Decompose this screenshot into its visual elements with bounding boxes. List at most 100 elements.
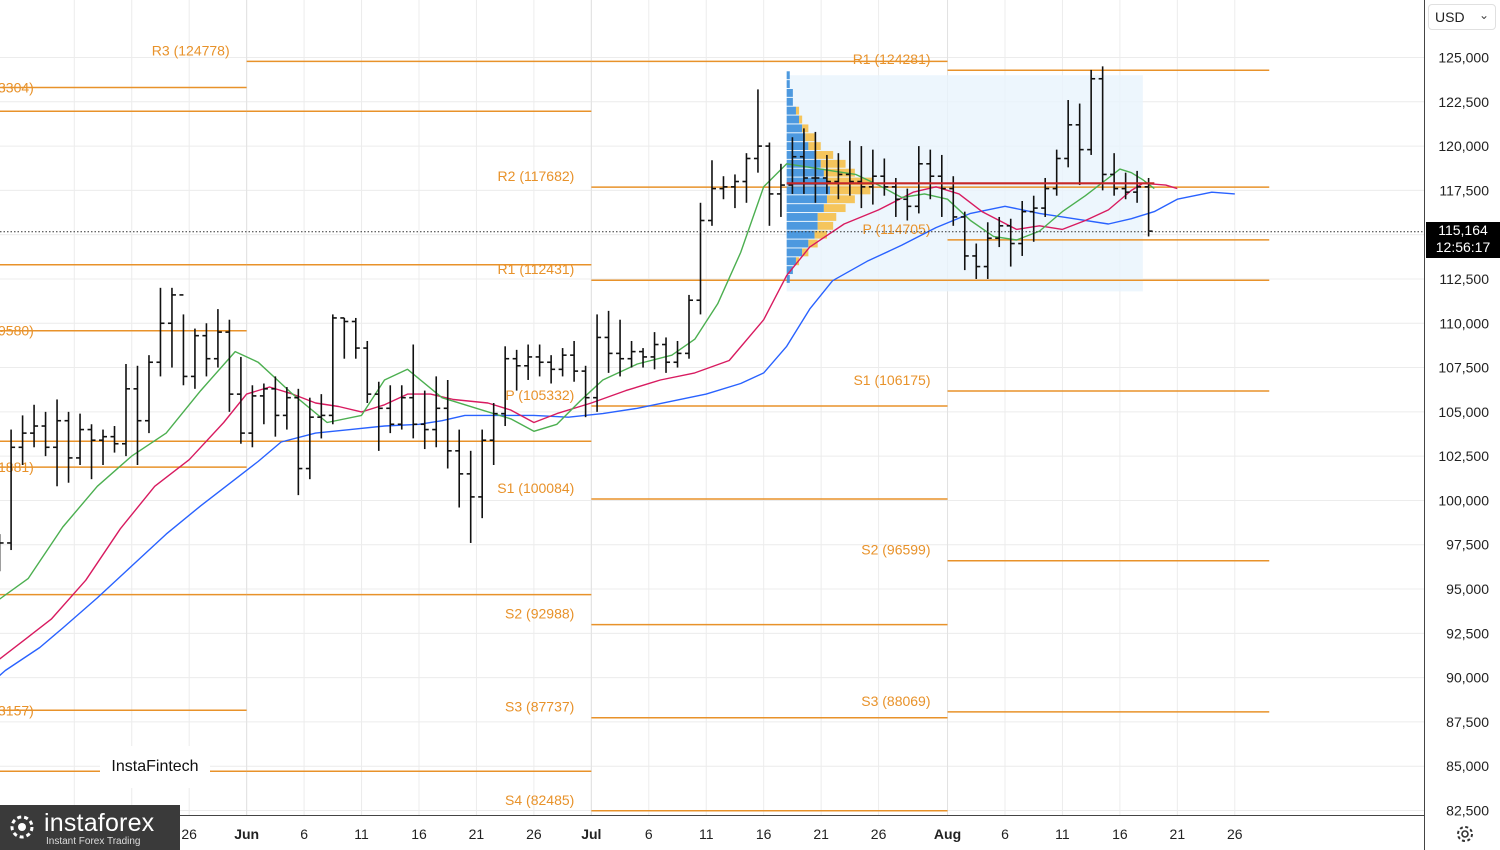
y-tick-label: 92,500 [1446, 625, 1489, 641]
candle [1052, 149, 1061, 196]
candle [581, 365, 590, 418]
volume-bar-blue [786, 80, 790, 89]
x-tick-label: Jun [234, 826, 259, 842]
y-tick-label: 120,000 [1438, 138, 1489, 154]
x-tick-label: 26 [1227, 826, 1243, 842]
candle [259, 383, 268, 425]
currency-select[interactable]: USD ⌄ [1428, 4, 1496, 30]
candle [593, 314, 602, 412]
instaforex-logo: instaforex Instant Forex Trading [0, 805, 180, 850]
x-tick-label: 11 [354, 826, 369, 842]
volume-bar-yellow [795, 106, 800, 115]
currency-value: USD [1435, 9, 1465, 25]
candle [397, 385, 406, 430]
pivot-label: S3 (87737) [505, 699, 574, 715]
pivot-label: S2 (96599) [861, 542, 930, 558]
x-tick-label: 21 [1170, 826, 1186, 842]
volume-bar-blue [786, 168, 824, 177]
candle [949, 176, 958, 226]
candle [386, 385, 395, 434]
volume-bar-blue [786, 221, 818, 230]
pivot-label: S4 (82485) [505, 792, 574, 808]
volume-bar-blue [786, 248, 803, 257]
volume-bar-blue [786, 115, 800, 124]
candle [822, 154, 831, 194]
volume-bar-yellow [808, 239, 818, 248]
y-tick-label: 110,000 [1439, 315, 1489, 331]
candle [478, 429, 487, 519]
pivot-label: S1 (100084) [497, 480, 574, 496]
pivot-label: R1 (124281) [853, 51, 931, 67]
candle [1098, 66, 1107, 191]
candle [409, 344, 418, 439]
candle [0, 534, 4, 572]
candle [524, 344, 533, 380]
candle [7, 429, 16, 551]
candle [133, 365, 142, 466]
pivot-label: S2 (92988) [505, 606, 574, 622]
candle [730, 174, 739, 209]
candle-countdown: 12:56:17 [1435, 239, 1491, 255]
pivot-label: S3 (88069) [861, 693, 930, 709]
volume-bar-blue [786, 204, 824, 213]
logo-tagline: Instant Forex Trading [46, 836, 141, 847]
candle [891, 177, 900, 217]
candle [972, 243, 981, 279]
candle [616, 319, 625, 377]
candle [696, 202, 705, 315]
volume-bar-blue [786, 133, 806, 142]
candle [213, 309, 222, 368]
chevron-down-icon[interactable]: ⌄ [1478, 8, 1489, 22]
volume-bar-yellow [823, 204, 846, 213]
candle [1121, 172, 1130, 200]
candle [305, 397, 314, 480]
pivot-label: R3 (124778) [152, 42, 230, 58]
volume-bar-yellow [814, 230, 827, 239]
candle [167, 287, 176, 368]
candle [627, 340, 636, 368]
candle [41, 411, 50, 457]
candle [351, 317, 360, 359]
y-tick-label: 122,500 [1438, 94, 1489, 110]
y-tick-label: 97,500 [1446, 537, 1489, 553]
candle [1144, 177, 1153, 237]
ma-fast-line [0, 163, 1155, 600]
price-badge: 115,164 12:56:17 [1426, 222, 1500, 258]
x-tick-label: 26 [181, 826, 197, 842]
x-tick-label: 16 [756, 826, 772, 842]
candle [673, 340, 682, 368]
volume-bar-blue [786, 142, 809, 151]
candle [156, 287, 165, 377]
pivot-label: S1 (106175) [853, 372, 930, 388]
pivot-label: P (105332) [505, 387, 574, 403]
watermark: InstaFintech [100, 746, 210, 788]
volume-bar-blue [786, 230, 815, 239]
candle [340, 317, 349, 359]
y-tick-label: 112,500 [1439, 271, 1489, 287]
x-tick-label: 16 [411, 826, 427, 842]
y-tick-label: 87,500 [1446, 714, 1489, 730]
candle [1041, 177, 1050, 217]
x-tick-label: 26 [871, 826, 887, 842]
candle [18, 415, 27, 466]
candle [179, 294, 188, 386]
candle [753, 89, 762, 173]
candle [604, 310, 613, 373]
candle [99, 429, 108, 466]
volume-bar-yellow [820, 159, 846, 168]
candle [1029, 195, 1038, 242]
grid [0, 0, 1424, 815]
y-tick-label: 117,500 [1439, 182, 1489, 198]
candle [1018, 201, 1027, 256]
candle [53, 399, 62, 487]
volume-bar-blue [786, 106, 796, 115]
y-tick-label: 85,000 [1446, 758, 1489, 774]
volume-bar-yellow [817, 221, 834, 230]
gear-icon[interactable] [1454, 823, 1476, 845]
current-price-label: 115,164 [1438, 222, 1488, 238]
y-tick-label: 90,000 [1446, 670, 1489, 686]
x-tick-label: Aug [934, 826, 961, 842]
candle [282, 387, 291, 430]
volume-bar-blue [786, 195, 827, 204]
y-tick-label: 107,500 [1438, 360, 1489, 376]
